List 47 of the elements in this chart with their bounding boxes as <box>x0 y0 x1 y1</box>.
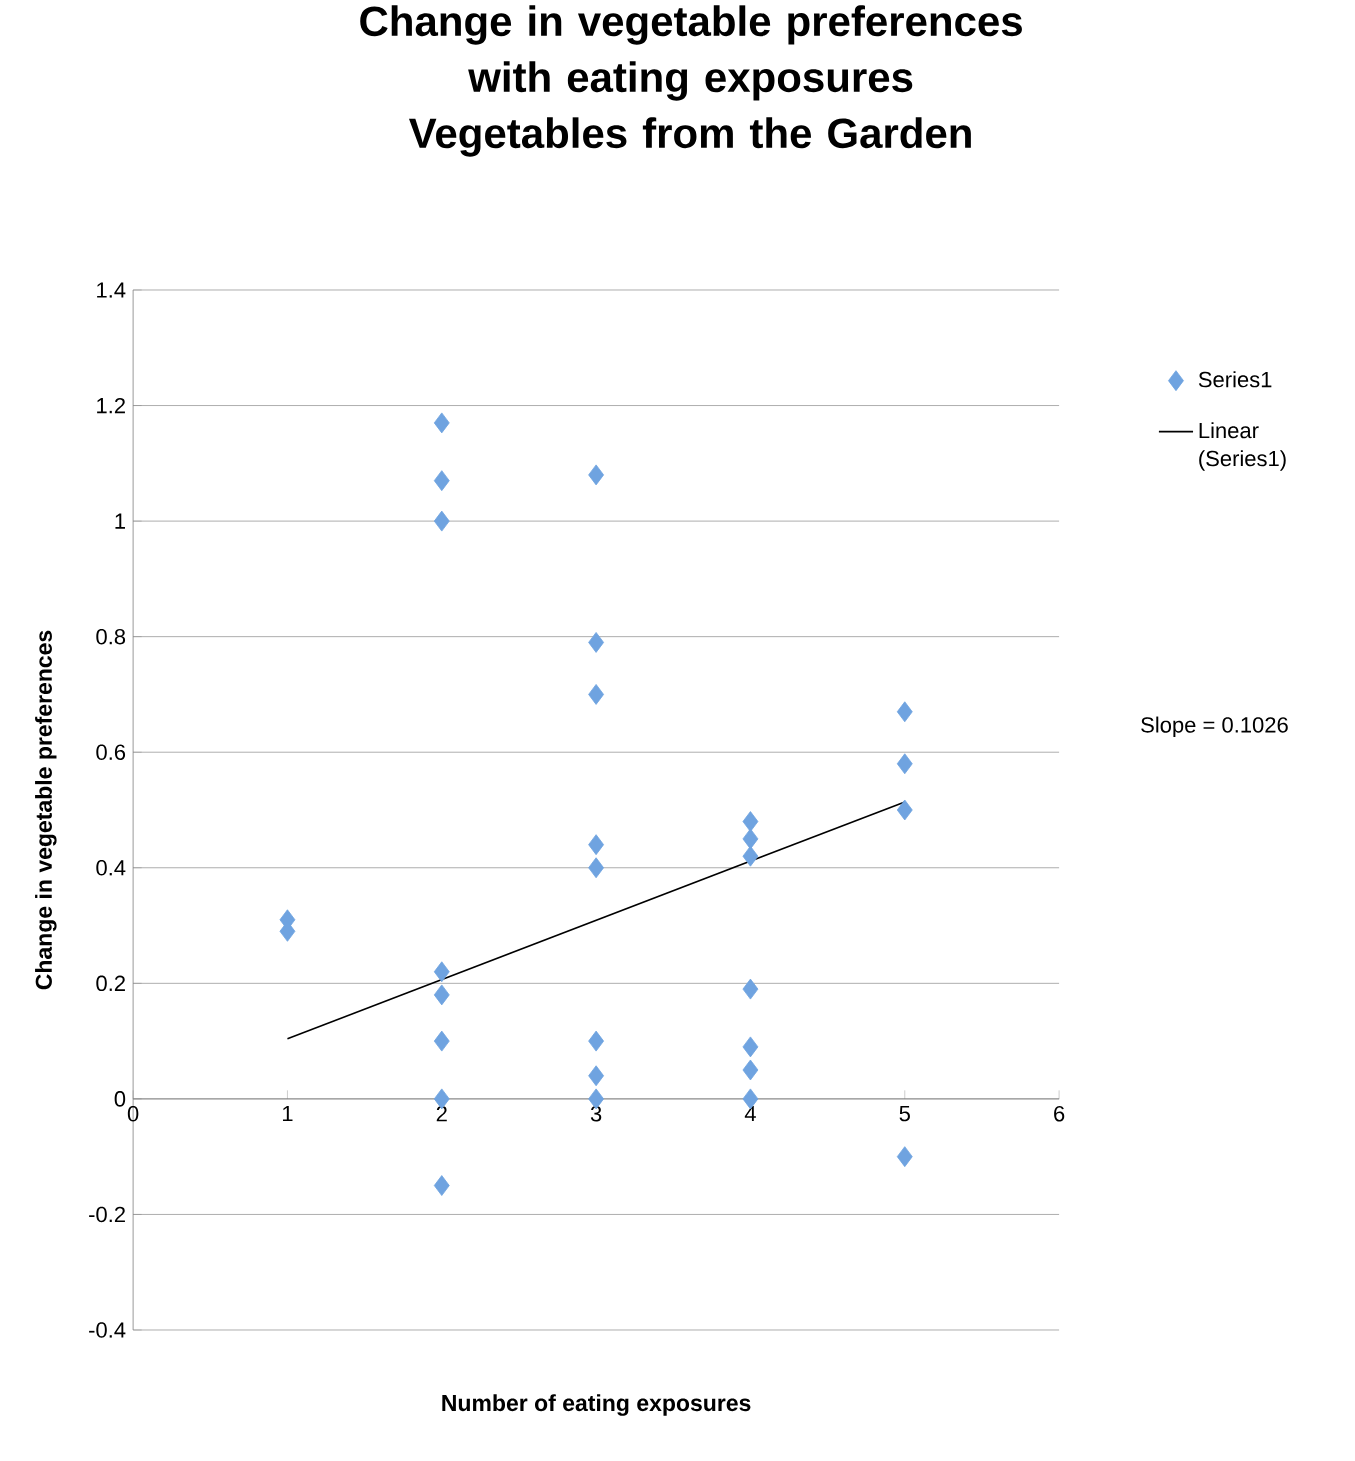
y-tick-label: 0.2 <box>96 975 125 992</box>
point <box>588 857 604 879</box>
point <box>742 828 759 850</box>
point <box>896 753 913 775</box>
y-tick-label: -0.4 <box>89 1322 126 1338</box>
point <box>742 845 759 867</box>
y-tick-label: 0.4 <box>96 860 126 876</box>
y-tick-label: 1 <box>115 513 125 529</box>
point <box>742 1036 759 1058</box>
text: Slope = 0.1026 <box>1141 716 1288 738</box>
point <box>433 1175 450 1196</box>
y-tick-label: 0.8 <box>96 628 126 645</box>
x-tick-label: 1 <box>282 1105 293 1122</box>
y-tick-label: 0 <box>114 1091 126 1107</box>
point <box>588 464 604 486</box>
point <box>433 1030 450 1052</box>
x-tick-label: 3 <box>590 1105 602 1122</box>
point <box>588 684 604 705</box>
chart-subtitle: Vegetables from the Garden <box>408 117 971 157</box>
point <box>433 961 450 983</box>
point <box>896 1146 913 1168</box>
chart-title: Change in vegetable preferences with eating exposures <box>360 5 1022 101</box>
point <box>588 834 604 856</box>
legend-label: Series1 <box>1198 371 1272 388</box>
y-tick-label: 1.2 <box>97 397 125 414</box>
point <box>433 412 450 434</box>
point <box>896 799 913 821</box>
point <box>433 510 450 532</box>
point <box>742 1059 759 1081</box>
x-tick-label: 6 <box>1054 1105 1065 1122</box>
point <box>433 984 450 1006</box>
point <box>742 978 759 1000</box>
x-tick-label: 5 <box>899 1105 910 1122</box>
x-tick-label: 4 <box>744 1105 756 1122</box>
x-axis-title: Number of eating exposures <box>442 1394 751 1416</box>
y-axis-title: Change in vegetable preferences <box>35 630 57 990</box>
y-tick-label: -0.2 <box>89 1206 125 1223</box>
legend-label: Linear (Series1) <box>1199 422 1286 471</box>
x-tick-label: 0 <box>127 1105 139 1122</box>
point <box>588 1030 604 1052</box>
point <box>588 1065 604 1087</box>
point <box>433 470 450 492</box>
point <box>896 701 913 723</box>
point <box>742 811 759 832</box>
point <box>588 632 604 653</box>
y-tick-label: 1.4 <box>97 282 126 298</box>
y-tick-label: 0.6 <box>96 744 126 761</box>
